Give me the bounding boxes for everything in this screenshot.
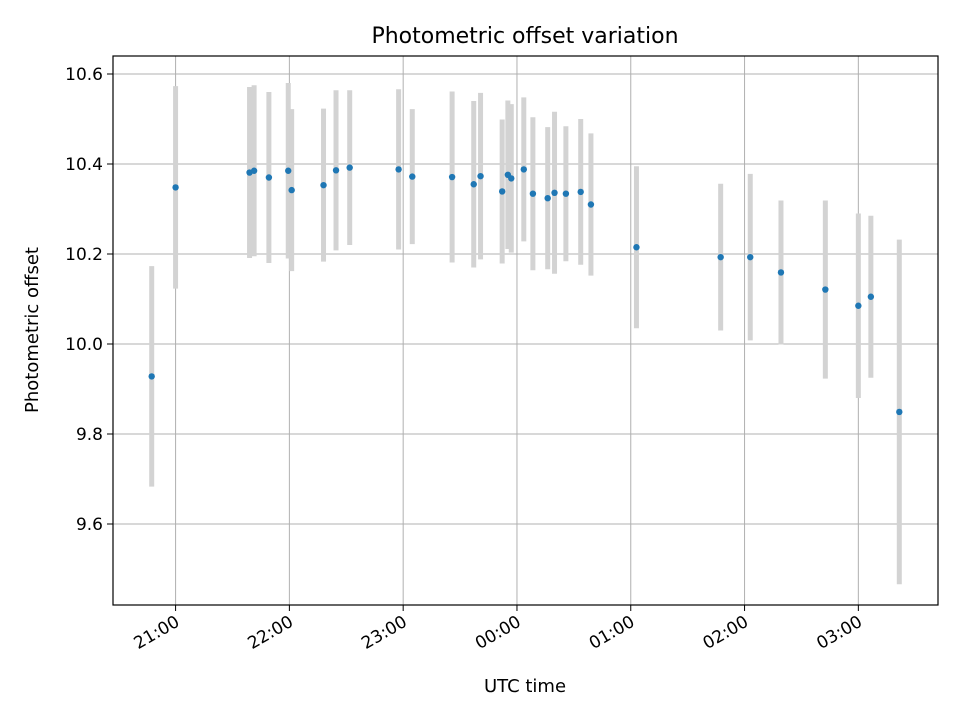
- x-tick-label: 01:00: [586, 612, 638, 654]
- data-point: [587, 201, 595, 208]
- data-point: [148, 373, 155, 380]
- data-point: [448, 173, 456, 181]
- y-tick-label: 10.0: [65, 335, 103, 355]
- x-tick-label: 21:00: [131, 612, 183, 654]
- data-point: [395, 166, 402, 173]
- y-tick-label: 9.6: [76, 515, 103, 535]
- data-points: [148, 164, 903, 416]
- y-tick-label: 10.4: [65, 155, 103, 175]
- data-point: [346, 164, 353, 171]
- error-bars: [149, 83, 902, 585]
- data-point: [265, 174, 273, 181]
- data-point: [332, 167, 340, 174]
- data-point: [250, 167, 258, 174]
- data-point: [477, 172, 484, 180]
- data-point: [896, 408, 903, 416]
- y-tick-label: 10.2: [65, 245, 103, 265]
- data-point: [288, 186, 295, 194]
- x-axis-label: UTC time: [484, 676, 566, 697]
- x-tick-label: 00:00: [472, 612, 524, 654]
- data-point: [172, 184, 179, 191]
- y-axis-label: Photometric offset: [22, 247, 43, 413]
- data-point: [717, 253, 724, 261]
- x-axis-ticks: 21:00 22:00 23:00 00:00 01:00 02:00 03:00: [131, 605, 866, 654]
- data-point: [498, 188, 506, 195]
- data-point: [633, 244, 640, 251]
- data-point: [544, 195, 551, 202]
- y-axis-ticks: 9.6 9.8 10.0 10.2 10.4 10.6: [65, 65, 113, 535]
- data-point: [855, 302, 862, 309]
- x-tick-label: 22:00: [244, 612, 296, 654]
- data-point: [562, 190, 570, 197]
- x-tick-label: 02:00: [700, 612, 752, 654]
- data-point: [822, 286, 829, 293]
- chart-title: Photometric offset variation: [371, 24, 678, 49]
- data-point: [320, 181, 327, 189]
- data-point: [747, 253, 754, 261]
- plot-frame: [112, 55, 939, 606]
- data-point: [777, 269, 785, 276]
- x-tick-label: 03:00: [813, 612, 865, 654]
- data-point: [551, 189, 558, 196]
- y-tick-label: 9.8: [76, 425, 103, 445]
- data-point: [285, 167, 292, 174]
- data-point: [577, 188, 584, 196]
- data-point: [529, 190, 537, 197]
- x-tick-label: 23:00: [358, 612, 410, 654]
- data-point: [470, 181, 477, 188]
- y-tick-label: 10.6: [65, 65, 103, 85]
- data-point: [520, 166, 527, 173]
- data-point: [409, 173, 416, 180]
- data-point: [508, 175, 515, 182]
- data-point: [867, 293, 875, 300]
